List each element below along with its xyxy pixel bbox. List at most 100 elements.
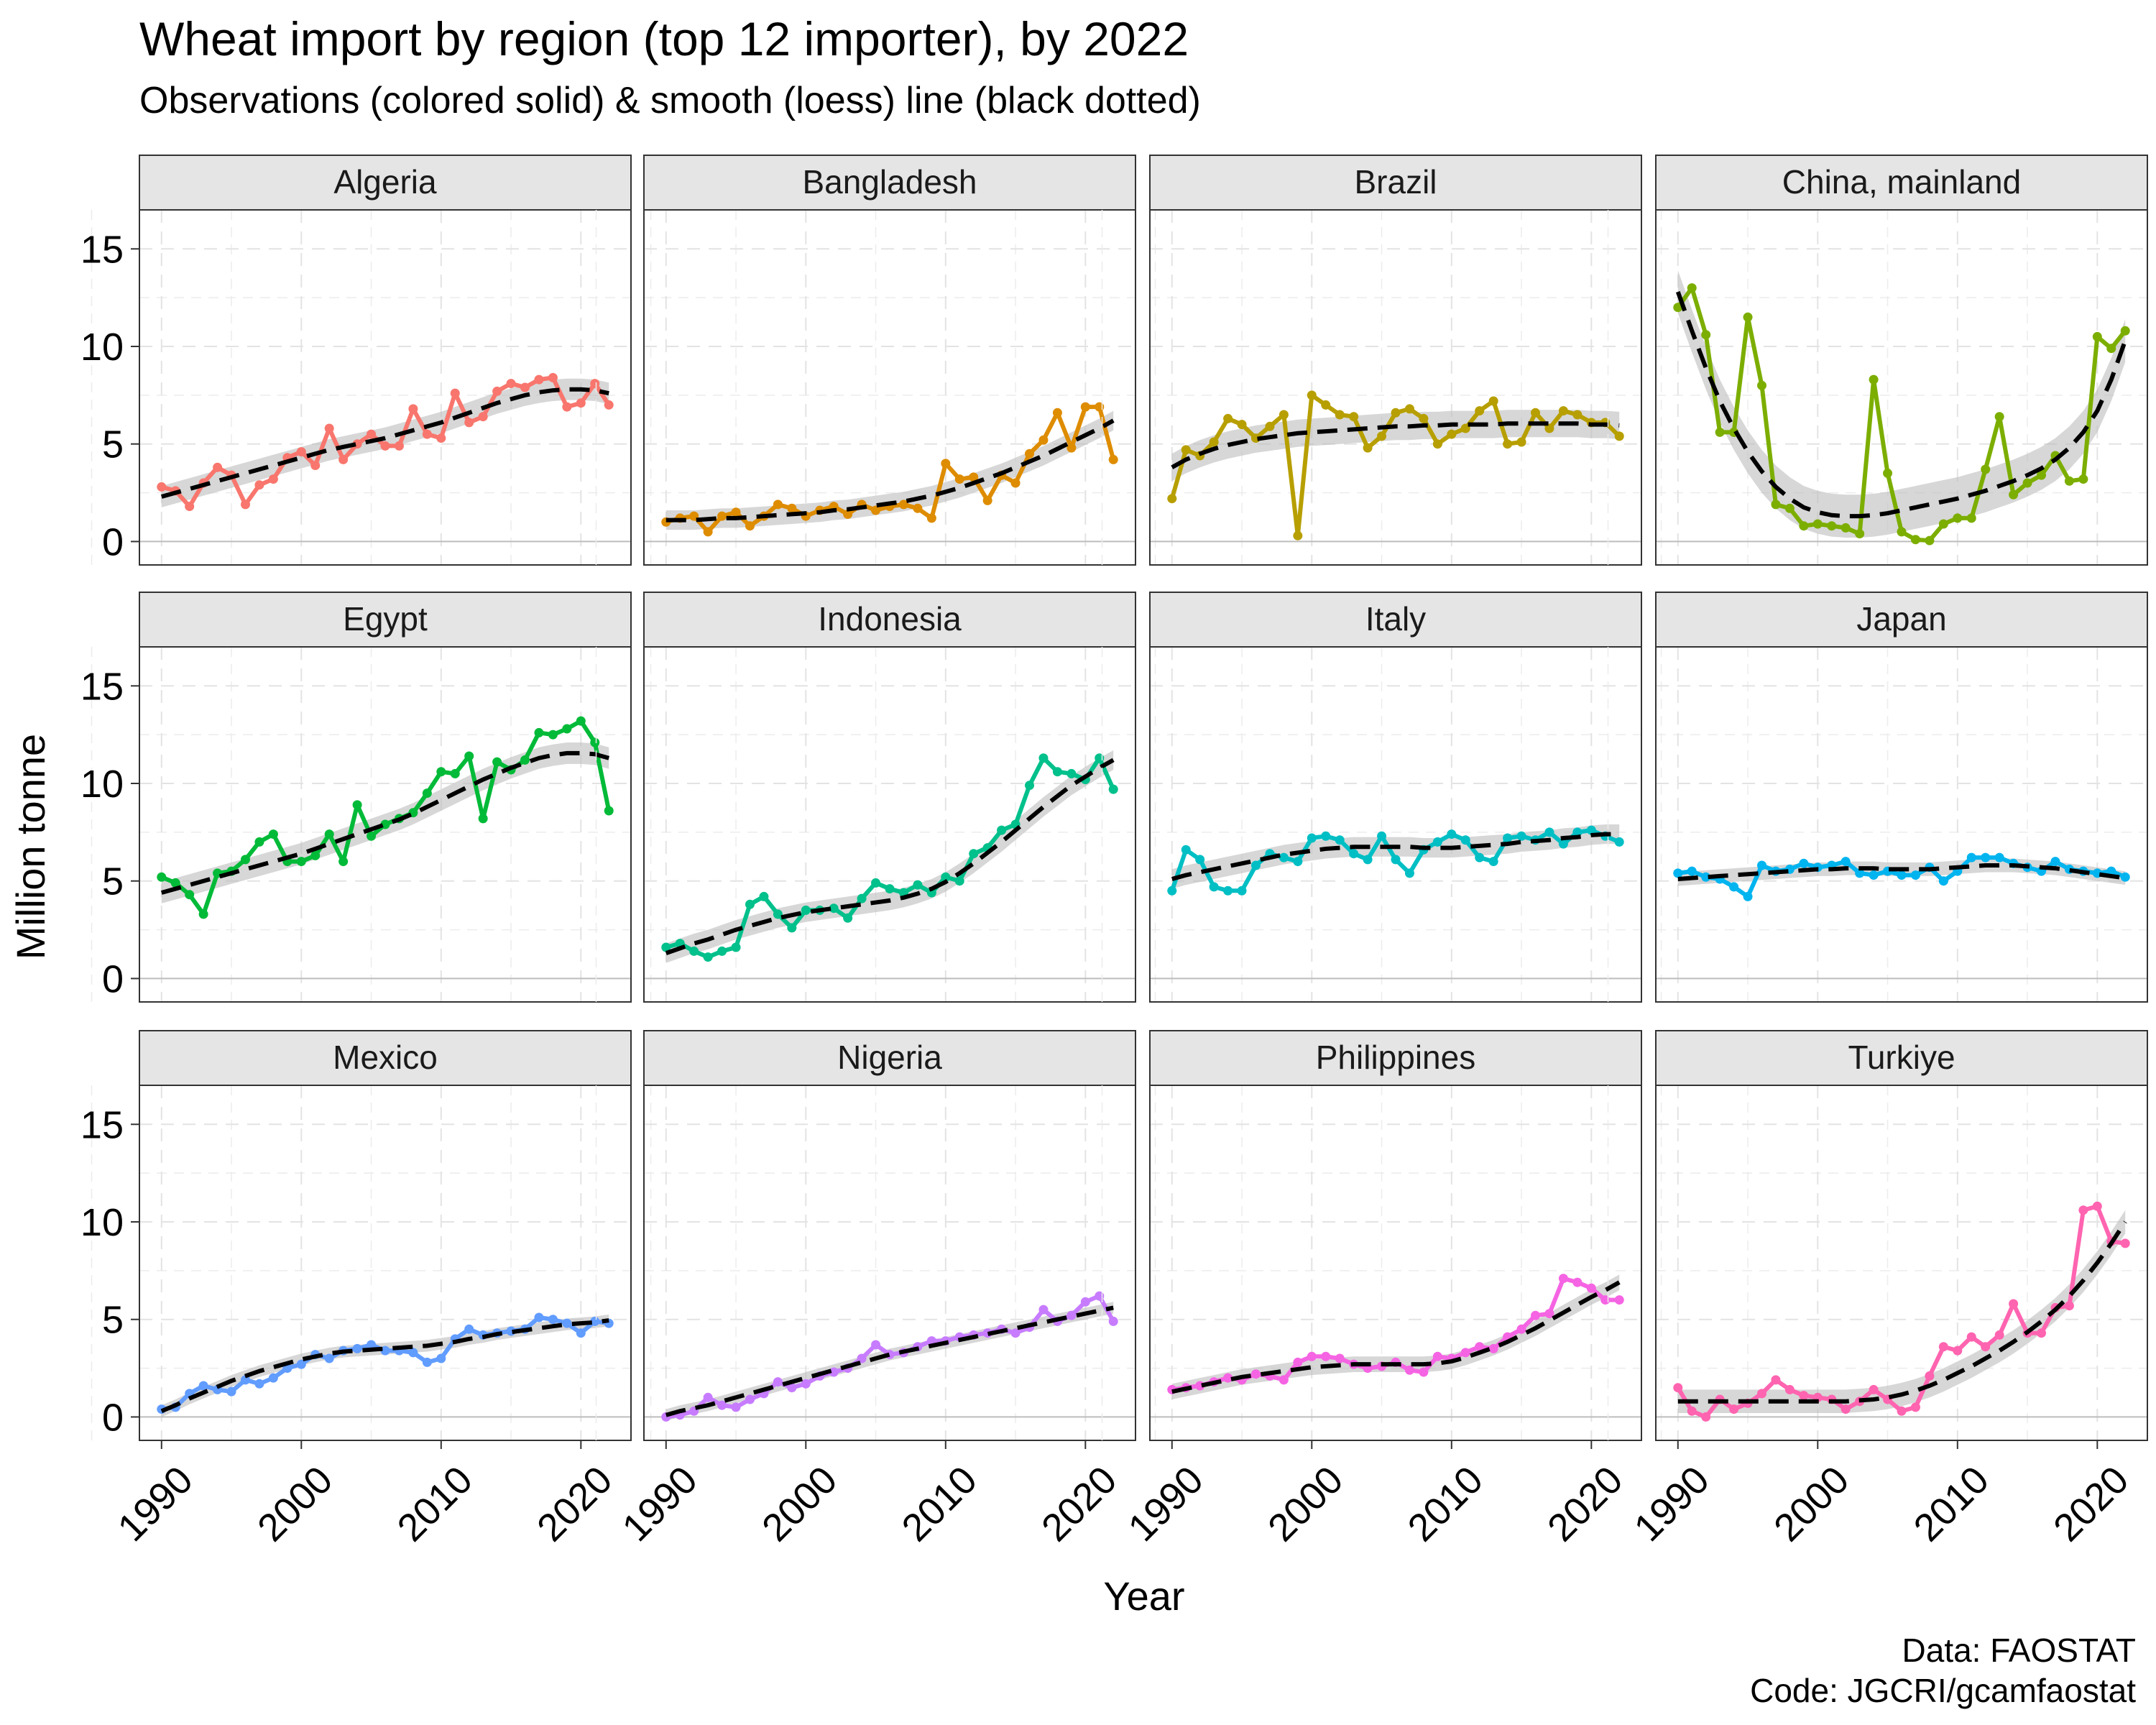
data-point — [703, 527, 713, 537]
data-point — [1038, 1305, 1049, 1315]
data-point — [1067, 443, 1077, 453]
data-point — [436, 1353, 446, 1363]
data-point — [829, 903, 839, 914]
data-point — [773, 909, 783, 919]
data-point — [1460, 423, 1470, 433]
caption: Data: FAOSTAT Code: JGCRI/gcamfaostat — [1750, 1630, 2136, 1711]
data-point — [1572, 1277, 1583, 1287]
smooth-line — [160, 387, 609, 499]
data-point — [885, 884, 895, 894]
x-tick-label: 1990 — [1626, 1458, 1718, 1550]
data-point — [1503, 439, 1513, 449]
data-point — [1841, 523, 1851, 533]
data-point — [1981, 1342, 1991, 1352]
data-point — [1897, 1406, 1907, 1416]
data-point — [1897, 527, 1907, 537]
data-point — [296, 1359, 306, 1369]
data-point — [1432, 1351, 1442, 1361]
data-point — [576, 716, 586, 726]
data-point — [338, 454, 349, 464]
x-tick-label: 1990 — [614, 1458, 706, 1550]
data-point — [843, 913, 853, 923]
data-point — [1167, 494, 1177, 504]
data-point — [1558, 406, 1568, 416]
data-point — [1743, 312, 1753, 322]
panel-border — [643, 1085, 1136, 1441]
data-point — [338, 857, 349, 867]
data-point — [1784, 1384, 1795, 1394]
data-point — [2009, 1299, 2019, 1309]
data-point — [478, 412, 488, 422]
data-point — [1966, 1332, 1976, 1342]
data-point — [548, 372, 558, 382]
data-point — [436, 767, 446, 777]
data-point — [1572, 410, 1583, 420]
facet-panel: Nigeria 1990 2000 2010 2020 — [595, 1030, 1156, 1550]
facet-panel: Japan — [1607, 592, 2148, 1003]
data-point — [1516, 831, 1526, 841]
data-point — [1279, 1375, 1289, 1385]
facet-panel: Italy — [1101, 592, 1662, 1003]
data-point — [324, 829, 334, 840]
data-point — [1488, 396, 1498, 406]
data-point — [394, 441, 404, 451]
data-point — [941, 872, 951, 882]
facet-label: Mexico — [333, 1039, 438, 1076]
data-point — [1209, 882, 1219, 892]
data-point — [1404, 1365, 1414, 1375]
data-point — [1419, 413, 1429, 423]
facet-label: Turkiye — [1848, 1039, 1955, 1076]
data-point — [506, 379, 516, 389]
data-point — [198, 909, 208, 919]
data-point — [731, 1402, 741, 1412]
data-point — [1432, 439, 1442, 449]
data-point — [1363, 443, 1373, 453]
data-point — [185, 502, 195, 512]
data-point — [2120, 326, 2130, 336]
data-point — [1475, 406, 1485, 416]
facet-label: Algeria — [333, 163, 437, 201]
data-point — [745, 521, 755, 531]
data-point — [759, 891, 769, 901]
data-point — [982, 495, 992, 505]
facet-strip — [1655, 592, 2148, 648]
data-point — [296, 447, 306, 457]
data-point — [2037, 470, 2047, 480]
data-point — [1841, 857, 1851, 867]
data-point — [422, 429, 432, 439]
data-point — [1558, 839, 1568, 849]
data-point — [1377, 831, 1387, 841]
data-point — [1910, 1402, 1920, 1412]
panel-border — [1149, 646, 1642, 1003]
data-point — [787, 503, 797, 513]
data-point — [1784, 503, 1795, 513]
data-point — [1293, 530, 1303, 540]
data-point — [2037, 1328, 2047, 1338]
data-point — [703, 952, 713, 962]
data-point — [1167, 886, 1177, 896]
data-point — [1335, 835, 1345, 845]
data-point — [478, 814, 488, 824]
data-point — [1404, 404, 1414, 414]
facet-panel: Bangladesh — [595, 155, 1156, 566]
facet-label: Bangladesh — [803, 163, 977, 201]
data-point — [1981, 852, 1991, 862]
x-tick-label: 2020 — [529, 1458, 620, 1550]
data-point — [1447, 829, 1457, 840]
smooth-confidence-band — [1171, 410, 1620, 482]
data-point — [1614, 837, 1624, 847]
caption-source: Data: FAOSTAT — [1902, 1632, 2136, 1669]
y-tick-label: 0 — [102, 520, 124, 564]
data-point — [1223, 413, 1233, 423]
data-point — [520, 755, 530, 765]
data-point — [1067, 768, 1077, 778]
data-point — [1855, 868, 1865, 878]
data-point — [450, 768, 460, 778]
data-point — [1321, 400, 1331, 410]
smooth-confidence-band — [161, 1314, 609, 1417]
smooth-line — [665, 418, 1115, 523]
facet-panel: Egypt 0 5 10 15 — [80, 592, 652, 1003]
smooth-line — [1171, 421, 1620, 469]
data-point — [1052, 767, 1062, 777]
